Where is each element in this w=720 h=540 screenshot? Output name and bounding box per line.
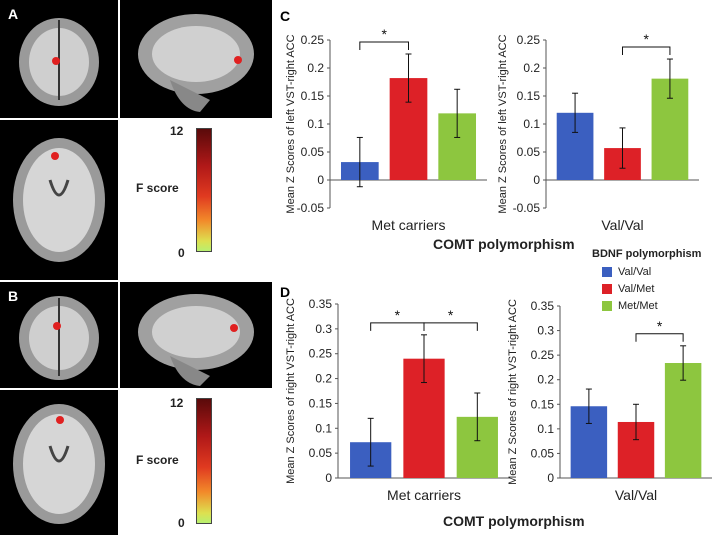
y-axis-label: Mean Z Scores of right VST-right ACC [285,298,297,484]
legend: BDNF polymorphism Val/Val Val/Met Met/Me… [588,248,701,317]
y-tick-label: 0 [325,471,332,485]
significance-star: * [643,31,649,47]
scale-min-b: 0 [178,516,185,530]
y-tick-label: -0.05 [513,201,541,215]
y-tick-label: 0.15 [517,89,541,103]
brain-sagittal-b [120,282,272,388]
chart-d-val-val: 0.35 0.3 0.25 0.2 0.15 0.1 0.05 0 Mean Z Scores … [507,299,712,503]
panel-label-c: C [280,8,291,24]
y-tick-label: 0.15 [531,397,555,411]
y-tick-label: 0.25 [531,348,555,362]
y-tick-label: -0.05 [297,201,325,215]
y-tick-label: 0.2 [523,61,540,75]
chart-d-met-carriers: 0.35 0.3 0.25 0.2 0.15 0.1 0.05 0 Mean Z Scores … [285,297,510,503]
significance-star: * [381,26,387,42]
category-label: Met carriers [372,217,446,232]
brain-coronal-b [0,282,118,388]
y-tick-label: 0.15 [309,396,333,410]
category-label: Val/Val [615,487,657,503]
y-tick-label: 0 [533,173,540,187]
y-tick-label: 0.35 [309,297,333,311]
significance-star: * [448,307,454,323]
brain-coronal-a [0,0,118,118]
y-tick-label: 0.05 [517,145,541,159]
x-axis-title-d: COMT polymorphism [443,513,585,529]
legend-swatch-met-met [602,301,612,311]
y-tick-label: 0.2 [307,61,324,75]
scale-max-b: 12 [170,396,184,410]
brain-sagittal-a [120,0,272,118]
y-tick-label: 0.15 [301,89,325,103]
scale-label-b: F score [136,453,179,467]
panel-label-d: D [280,284,291,300]
significance-star: * [395,307,401,323]
scale-max-a: 12 [170,124,184,138]
panel-label-b: B [8,288,19,304]
chart-c-val-val: 0.25 0.2 0.15 0.1 0.05 0 -0.05 Mean Z Scores of… [497,31,699,232]
scale-label-a: F score [136,181,179,195]
y-tick-label: 0.1 [315,421,332,435]
legend-title: BDNF polymorphism [592,248,702,260]
bar-met-met [664,363,702,478]
y-axis-label: Mean Z Scores of left VST-right ACC [285,34,297,213]
brain-axial-a [0,120,118,280]
y-tick-label: 0.3 [537,324,554,338]
legend-label: Val/Val [618,266,652,278]
brain-axial-b [0,390,118,535]
y-tick-label: 0.05 [301,145,325,159]
color-scale-bar-b [196,398,212,524]
y-tick-label: 0.25 [517,33,541,47]
significance-bracket [370,322,425,331]
x-axis-title-c: COMT polymorphism [433,236,575,252]
y-tick-label: 0.1 [523,117,540,131]
y-tick-label: 0.1 [537,422,554,436]
y-tick-label: 0.05 [309,446,333,460]
legend-item: Val/Val [602,266,701,278]
significance-star: * [657,318,663,334]
significance-bracket [622,46,671,56]
y-axis-label: Mean Z Scores of left VST-right ACC [497,34,509,213]
legend-swatch-val-met [602,284,612,294]
legend-swatch-val-val [602,267,612,277]
legend-item: Met/Met [602,300,701,312]
scale-min-a: 0 [178,246,185,260]
y-tick-label: 0 [547,471,554,485]
y-tick-label: 0.25 [309,347,333,361]
y-tick-label: 0 [317,173,324,187]
y-tick-label: 0.3 [315,322,332,336]
category-label: Met carriers [387,487,461,503]
legend-item: Val/Met [602,283,701,295]
y-tick-label: 0.25 [301,33,325,47]
y-tick-label: 0.2 [537,373,554,387]
significance-bracket [423,322,478,331]
legend-label: Val/Met [618,283,655,295]
y-tick-label: 0.35 [531,299,555,313]
color-scale-bar-a [196,128,212,252]
panel-label-a: A [8,6,19,22]
significance-bracket [359,41,409,50]
significance-bracket [635,333,684,342]
y-tick-label: 0.05 [531,446,555,460]
y-tick-label: 0.2 [315,372,332,386]
category-label: Val/Val [601,217,643,232]
y-tick-label: 0.1 [307,117,324,131]
legend-label: Met/Met [618,300,658,312]
y-axis-label: Mean Z Scores of right VST-right ACC [507,299,519,485]
